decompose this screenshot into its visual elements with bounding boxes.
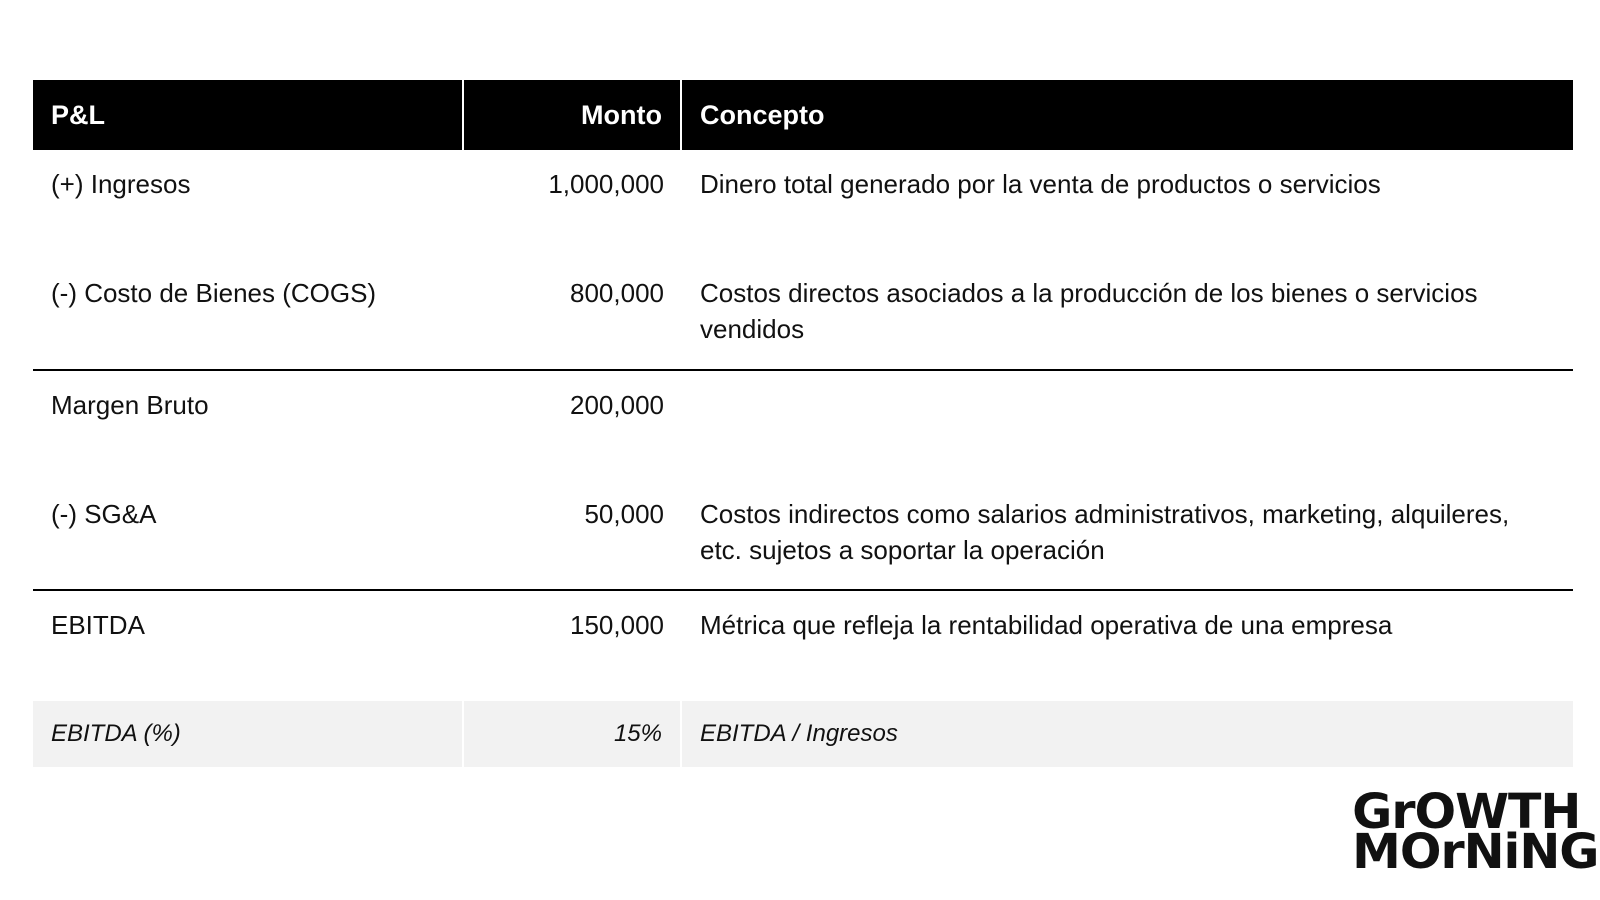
row-concept: Costos indirectos como salarios administ… (700, 499, 1510, 565)
row-item: Margen Bruto (51, 390, 209, 420)
row-amount: 200,000 (570, 390, 664, 420)
table-row-highlight: EBITDA (%) 15% EBITDA / Ingresos (33, 701, 1573, 767)
row-amount: 150,000 (570, 610, 664, 640)
logo-line-1: GrOWTH (1351, 784, 1581, 840)
table-row: EBITDA 150,000 Métrica que refleja la re… (33, 591, 1573, 701)
row-item: EBITDA (51, 610, 145, 640)
growth-morning-logo: GrOWTH MOrNiNG (1351, 784, 1599, 880)
row-concept (682, 371, 1573, 480)
row-amount: 800,000 (570, 278, 664, 308)
header-pnl: P&L (33, 80, 464, 150)
table-row: (+) Ingresos 1,000,000 Dinero total gene… (33, 150, 1573, 259)
table-row: (-) SG&A 50,000 Costos indirectos como s… (33, 480, 1573, 591)
row-concept: Dinero total generado por la venta de pr… (700, 169, 1381, 199)
row-concept: Métrica que refleja la rentabilidad oper… (700, 610, 1393, 640)
row-amount: 50,000 (584, 499, 664, 529)
row-item: (-) SG&A (51, 499, 157, 529)
table-header: P&L Monto Concepto (33, 80, 1573, 150)
header-concepto: Concepto (682, 80, 1573, 150)
header-monto: Monto (464, 80, 682, 150)
row-amount: 15% (464, 701, 682, 767)
pnl-table: P&L Monto Concepto (+) Ingresos 1,000,00… (33, 80, 1573, 767)
table-row: (-) Costo de Bienes (COGS) 800,000 Costo… (33, 259, 1573, 371)
row-concept: EBITDA / Ingresos (682, 701, 1573, 767)
row-concept: Costos directos asociados a la producció… (700, 278, 1478, 344)
row-item: EBITDA (%) (33, 701, 464, 767)
table-row: Margen Bruto 200,000 (33, 371, 1573, 480)
logo-line-2: MOrNiNG (1351, 824, 1599, 880)
row-item: (+) Ingresos (51, 169, 191, 199)
row-item: (-) Costo de Bienes (COGS) (51, 278, 377, 308)
row-amount: 1,000,000 (548, 169, 664, 199)
